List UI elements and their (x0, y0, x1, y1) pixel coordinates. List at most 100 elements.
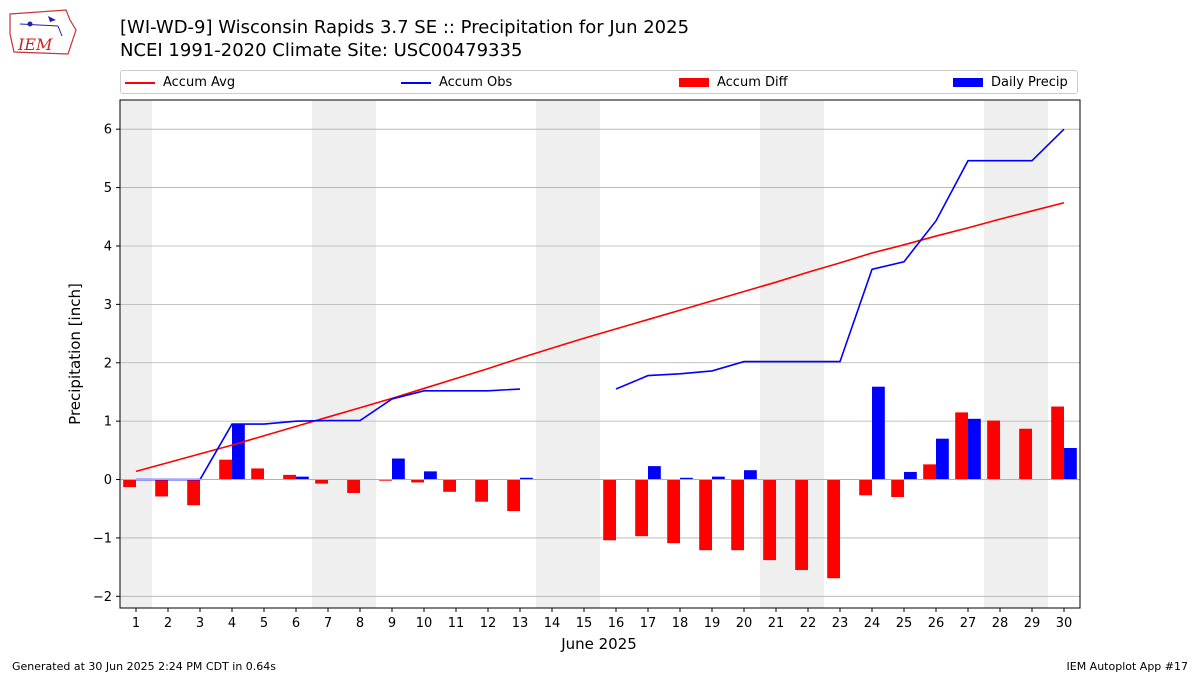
legend-label-accum-avg: Accum Avg (163, 75, 236, 90)
accum-avg-line-segment-1 (135, 201, 1065, 473)
footer-generated: Generated at 30 Jun 2025 2:24 PM CDT in … (12, 660, 277, 673)
x-tick-label-10: 10 (416, 616, 433, 631)
accum-diff-bar-4 (219, 459, 232, 480)
x-tick-label-30: 30 (1056, 616, 1073, 631)
x-tick-label-6: 6 (292, 616, 300, 631)
x-tick-label-11: 11 (448, 616, 465, 631)
x-tick-label-16: 16 (608, 616, 625, 631)
accum-diff-bar-25 (891, 479, 904, 498)
daily-precip-bar-18 (680, 477, 693, 480)
accum-diff-bar-9 (379, 479, 392, 481)
x-tick-label-19: 19 (704, 616, 721, 631)
legend-label-accum-diff: Accum Diff (717, 75, 788, 90)
daily-precip-bar-24 (872, 386, 885, 480)
daily-precip-bar-20 (744, 470, 757, 480)
logo-text: IEM (17, 35, 53, 54)
x-tick-label-4: 4 (228, 616, 236, 631)
daily-precip-bar-27 (968, 418, 981, 480)
accum-diff-bar-2 (155, 479, 168, 497)
accum-diff-bar-21 (763, 479, 776, 561)
y-tick-label-5: 5 (104, 181, 112, 196)
footer-app: IEM Autoplot App #17 (1066, 660, 1189, 673)
y-tick-label--2: −2 (93, 590, 112, 605)
x-tick-label-20: 20 (736, 616, 753, 631)
accum-diff-bar-1 (123, 479, 136, 488)
x-tick-label-14: 14 (544, 616, 561, 631)
weekend-band-1 (120, 100, 152, 608)
x-tick-label-17: 17 (640, 616, 657, 631)
weekend-band-15 (568, 100, 600, 608)
x-tick-label-18: 18 (672, 616, 689, 631)
y-axis-label: Precipitation [inch] (66, 283, 84, 425)
plot-frame (119, 99, 1081, 609)
bars (123, 386, 1077, 579)
x-tick-label-26: 26 (928, 616, 945, 631)
legend-swatch-accum-obs (401, 81, 431, 84)
accum-diff-bar-19 (699, 479, 712, 551)
y-tick-label-3: 3 (104, 298, 112, 313)
weekend-band-7 (312, 100, 344, 608)
accum-diff-bar-20 (731, 479, 744, 551)
accum-diff-bar-16 (603, 479, 616, 541)
x-tick-label-1: 1 (132, 616, 140, 631)
legend-item-daily-precip: Daily Precip (953, 74, 1068, 92)
legend-label-accum-obs: Accum Obs (439, 75, 513, 90)
x-tick-label-3: 3 (196, 616, 204, 631)
legend: Accum Avg Accum Obs Accum Diff Daily Pre… (120, 70, 1078, 94)
weekend-band-8 (344, 100, 376, 608)
accum-diff-bar-22 (795, 479, 808, 571)
legend-swatch-accum-diff (679, 78, 709, 87)
x-tick-label-5: 5 (260, 616, 268, 631)
x-axis-label: June 2025 (560, 635, 637, 653)
x-tick-label-29: 29 (1024, 616, 1041, 631)
x-tick-label-23: 23 (832, 616, 849, 631)
iem-logo: IEM (9, 9, 77, 55)
accum-diff-bar-10 (411, 479, 424, 483)
accum-diff-bar-6 (283, 474, 296, 480)
x-tick-label-2: 2 (164, 616, 172, 631)
daily-precip-bar-19 (712, 476, 725, 480)
y-tick-label-0: 0 (104, 473, 112, 488)
daily-precip-bar-10 (424, 471, 437, 480)
daily-precip-bar-4 (232, 424, 245, 480)
daily-precip-bar-26 (936, 438, 949, 480)
accum-diff-bar-3 (187, 479, 200, 506)
y-tick-label-4: 4 (104, 239, 112, 254)
legend-swatch-daily-precip (953, 78, 983, 87)
accum-diff-bar-30 (1051, 406, 1064, 480)
accum-diff-bar-27 (955, 412, 968, 480)
x-tick-label-27: 27 (960, 616, 977, 631)
accum-diff-bar-24 (859, 479, 872, 496)
weekend-band-14 (536, 100, 568, 608)
weekend-shading (120, 100, 1048, 608)
x-tick-label-9: 9 (388, 616, 396, 631)
daily-precip-bar-9 (392, 458, 405, 480)
weekend-band-28 (984, 100, 1016, 608)
y-tick-label--1: −1 (93, 531, 112, 546)
x-tick-label-12: 12 (480, 616, 497, 631)
accum-diff-bar-23 (827, 479, 840, 579)
chart-subtitle: NCEI 1991-2020 Climate Site: USC00479335 (120, 40, 523, 61)
legend-item-accum-diff: Accum Diff (679, 74, 788, 92)
accum-diff-bar-5 (251, 468, 264, 480)
daily-precip-bar-25 (904, 471, 917, 480)
accum-diff-bar-28 (987, 420, 1000, 480)
chart-title: [WI-WD-9] Wisconsin Rapids 3.7 SE :: Pre… (120, 17, 690, 38)
daily-precip-bar-13 (520, 477, 533, 480)
accum-diff-bar-8 (347, 479, 360, 493)
accum-diff-bar-17 (635, 479, 648, 537)
x-tick-label-13: 13 (512, 616, 529, 631)
accum-diff-bar-18 (667, 479, 680, 544)
x-tick-label-28: 28 (992, 616, 1009, 631)
accum-diff-bar-12 (475, 479, 488, 502)
legend-item-accum-obs: Accum Obs (401, 74, 512, 92)
iowa-outline-icon (9, 9, 77, 55)
x-tick-label-25: 25 (896, 616, 913, 631)
x-tick-label-22: 22 (800, 616, 817, 631)
y-tick-label-2: 2 (104, 356, 112, 371)
accum-obs-line-segment-2 (615, 128, 1065, 390)
x-tick-label-7: 7 (324, 616, 332, 631)
daily-precip-bar-30 (1064, 448, 1077, 480)
